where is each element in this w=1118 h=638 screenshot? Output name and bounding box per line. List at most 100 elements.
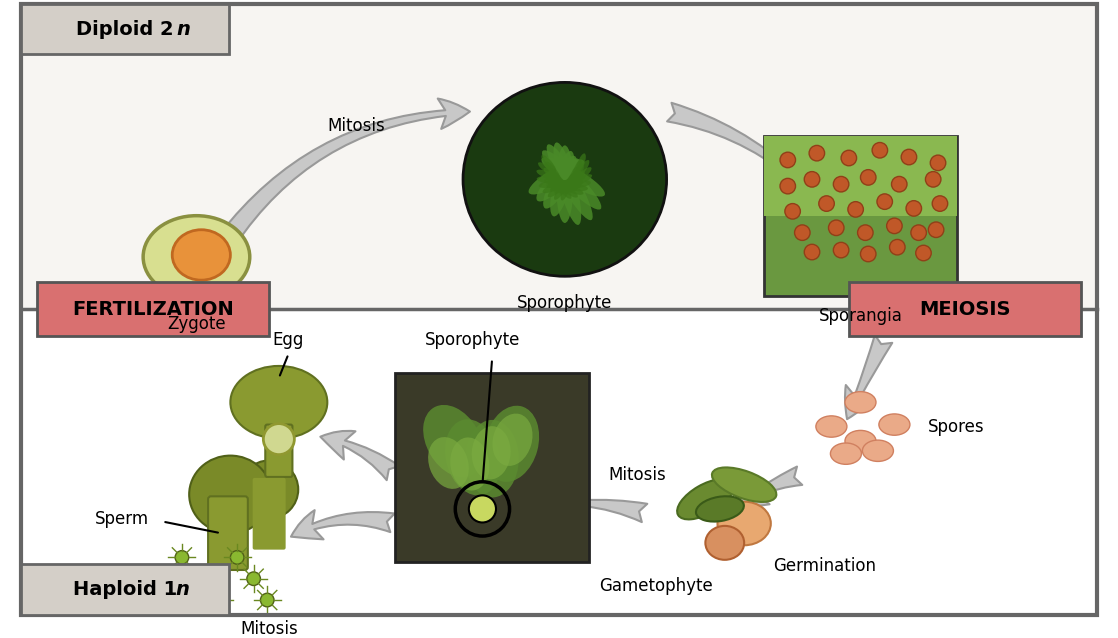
Ellipse shape [555, 181, 576, 188]
Ellipse shape [492, 413, 532, 466]
Ellipse shape [553, 142, 581, 225]
Ellipse shape [537, 170, 557, 179]
Bar [395, 373, 589, 562]
FancyArrowPatch shape [870, 285, 900, 315]
Ellipse shape [549, 173, 567, 187]
FancyArrowPatch shape [178, 274, 209, 307]
Circle shape [861, 246, 877, 262]
Ellipse shape [472, 426, 511, 479]
Ellipse shape [560, 181, 570, 200]
Circle shape [861, 170, 877, 185]
Ellipse shape [539, 181, 560, 188]
Ellipse shape [563, 185, 584, 195]
FancyBboxPatch shape [265, 424, 293, 477]
Ellipse shape [572, 174, 593, 185]
Text: Germination: Germination [774, 558, 877, 575]
Ellipse shape [549, 168, 563, 186]
Ellipse shape [565, 176, 585, 187]
Circle shape [780, 152, 796, 168]
Ellipse shape [556, 145, 574, 223]
Circle shape [468, 495, 496, 523]
Circle shape [887, 218, 902, 234]
Ellipse shape [546, 162, 560, 179]
Ellipse shape [712, 468, 776, 502]
Ellipse shape [568, 171, 585, 186]
Ellipse shape [240, 461, 299, 519]
Text: Egg: Egg [273, 331, 304, 349]
Circle shape [212, 593, 227, 607]
Ellipse shape [845, 431, 877, 452]
Ellipse shape [451, 438, 490, 491]
Circle shape [926, 172, 941, 187]
Ellipse shape [705, 526, 745, 560]
Ellipse shape [189, 456, 272, 533]
Text: Sporophyte: Sporophyte [425, 331, 520, 349]
FancyArrowPatch shape [667, 103, 811, 192]
Circle shape [809, 145, 825, 161]
Ellipse shape [561, 175, 578, 189]
Text: MEIOSIS: MEIOSIS [919, 300, 1011, 319]
Circle shape [804, 172, 819, 187]
Text: Mitosis: Mitosis [608, 466, 666, 484]
Ellipse shape [879, 414, 910, 435]
Bar [21, 564, 229, 614]
Circle shape [230, 551, 244, 564]
Ellipse shape [575, 167, 591, 182]
Ellipse shape [428, 437, 468, 489]
Ellipse shape [845, 392, 877, 413]
Ellipse shape [697, 496, 743, 522]
FancyArrowPatch shape [845, 335, 892, 419]
Ellipse shape [565, 174, 575, 194]
Ellipse shape [572, 160, 582, 181]
Ellipse shape [172, 230, 230, 280]
Text: n: n [176, 20, 190, 38]
Ellipse shape [576, 160, 589, 178]
Ellipse shape [541, 157, 605, 197]
Bar [21, 4, 1097, 309]
Ellipse shape [547, 181, 568, 188]
Text: Sporangia: Sporangia [818, 308, 902, 325]
Ellipse shape [562, 181, 584, 188]
Text: n: n [176, 580, 189, 599]
Ellipse shape [565, 171, 578, 189]
Ellipse shape [529, 160, 585, 195]
Circle shape [833, 242, 849, 258]
Circle shape [247, 572, 260, 586]
Ellipse shape [541, 155, 556, 172]
Circle shape [804, 244, 819, 260]
FancyArrowPatch shape [219, 98, 470, 246]
Ellipse shape [484, 406, 539, 482]
Circle shape [906, 201, 921, 216]
FancyArrowPatch shape [291, 510, 395, 539]
Circle shape [891, 177, 907, 192]
Circle shape [916, 245, 931, 261]
FancyArrowPatch shape [737, 466, 803, 507]
Ellipse shape [568, 167, 578, 187]
Ellipse shape [143, 216, 249, 298]
Circle shape [858, 225, 873, 241]
Circle shape [780, 179, 796, 194]
Ellipse shape [718, 501, 770, 545]
Text: Sporophyte: Sporophyte [518, 293, 613, 312]
Ellipse shape [551, 180, 572, 187]
Text: Haploid 1: Haploid 1 [73, 580, 177, 599]
Ellipse shape [424, 405, 483, 477]
FancyArrowPatch shape [558, 488, 647, 522]
Ellipse shape [547, 144, 593, 220]
Ellipse shape [831, 443, 862, 464]
Circle shape [911, 225, 927, 241]
Text: Mitosis: Mitosis [328, 117, 386, 135]
Circle shape [264, 424, 294, 455]
Text: Sperm: Sperm [95, 510, 149, 528]
Circle shape [192, 572, 206, 586]
Ellipse shape [543, 156, 577, 209]
Ellipse shape [445, 419, 501, 496]
Ellipse shape [862, 440, 893, 461]
FancyArrowPatch shape [321, 431, 399, 480]
Circle shape [877, 194, 892, 209]
Ellipse shape [559, 182, 580, 189]
Bar [21, 309, 1097, 614]
Ellipse shape [559, 177, 572, 195]
Circle shape [176, 551, 189, 564]
Ellipse shape [542, 182, 562, 193]
